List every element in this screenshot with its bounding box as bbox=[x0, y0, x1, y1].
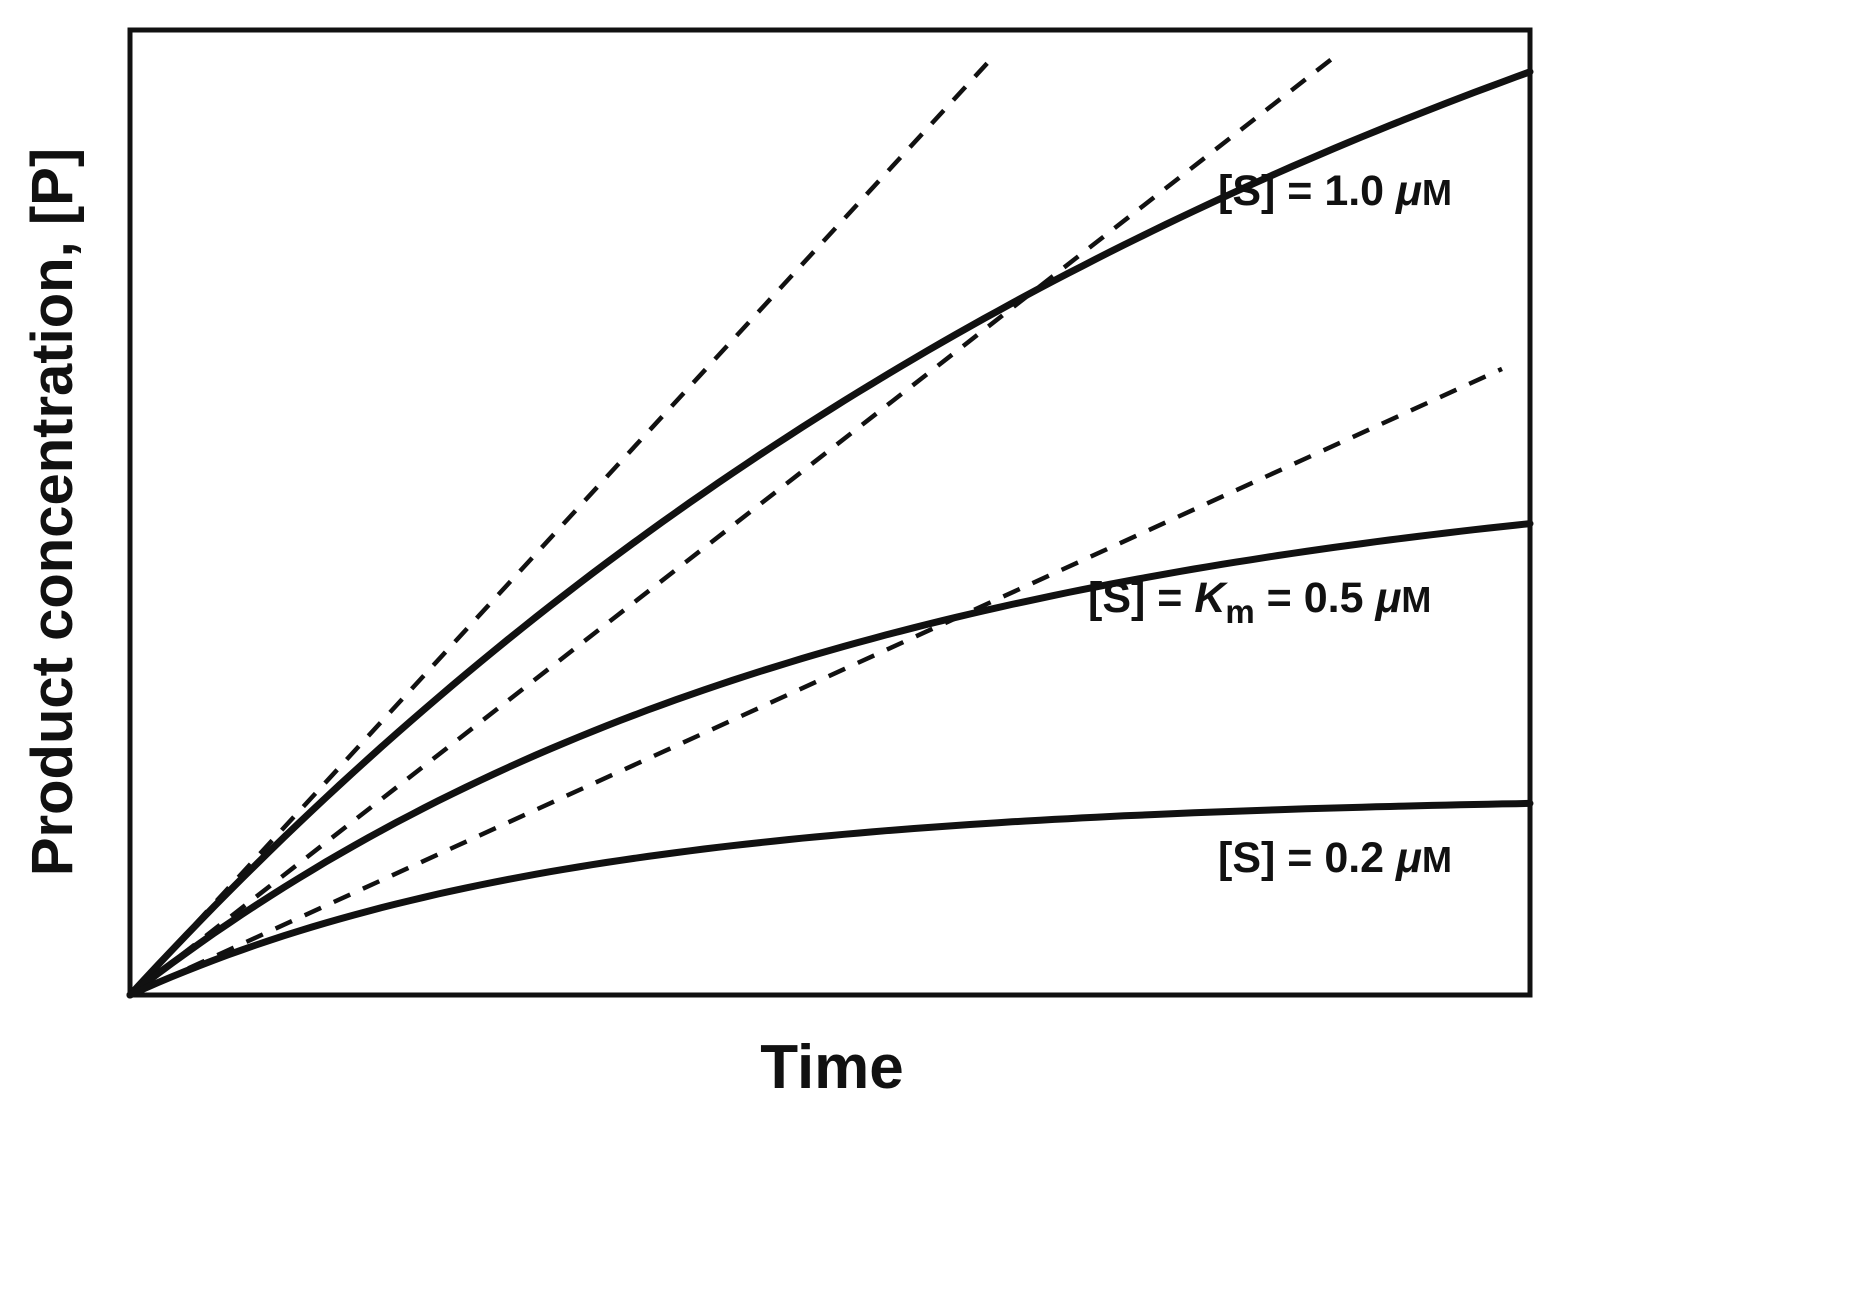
plot-border bbox=[127, 27, 1533, 998]
km-symbol: K bbox=[1194, 574, 1228, 622]
unit-smallcap-m: M bbox=[1401, 579, 1431, 620]
tangent-line-2 bbox=[129, 366, 1503, 998]
progress-curve-0 bbox=[126, 68, 1534, 999]
progress-curve-2 bbox=[126, 799, 1534, 999]
mu-symbol: μ bbox=[1395, 167, 1422, 215]
unit-smallcap-m: M bbox=[1422, 839, 1452, 880]
curve-label-3-text: [S] = 0.2 bbox=[1218, 834, 1396, 882]
mu-symbol: μ bbox=[1374, 574, 1401, 622]
curve-label-s-0.2: [S] = 0.2 μM bbox=[1218, 834, 1452, 882]
mu-symbol: μ bbox=[1395, 834, 1422, 882]
curve-label-2-mid: = 0.5 bbox=[1255, 574, 1376, 622]
curve-label-s-1.0: [S] = 1.0 μM bbox=[1218, 167, 1452, 215]
unit-smallcap-m: M bbox=[1422, 172, 1452, 213]
tangent-line-0 bbox=[128, 53, 997, 997]
tangent-lines-group bbox=[128, 53, 1503, 998]
km-subscript: m bbox=[1225, 593, 1254, 630]
progress-curves-group bbox=[126, 68, 1534, 999]
x-axis-label: Time bbox=[760, 1033, 904, 1102]
y-axis-label: Product concentration, [P] bbox=[20, 148, 85, 876]
progress-curve-1 bbox=[126, 520, 1534, 999]
curve-label-2-pre: [S] = bbox=[1088, 574, 1194, 622]
curve-label-s-km-0.5: [S] = Km = 0.5 μM bbox=[1088, 574, 1431, 630]
curve-label-1-text: [S] = 1.0 bbox=[1218, 167, 1396, 215]
